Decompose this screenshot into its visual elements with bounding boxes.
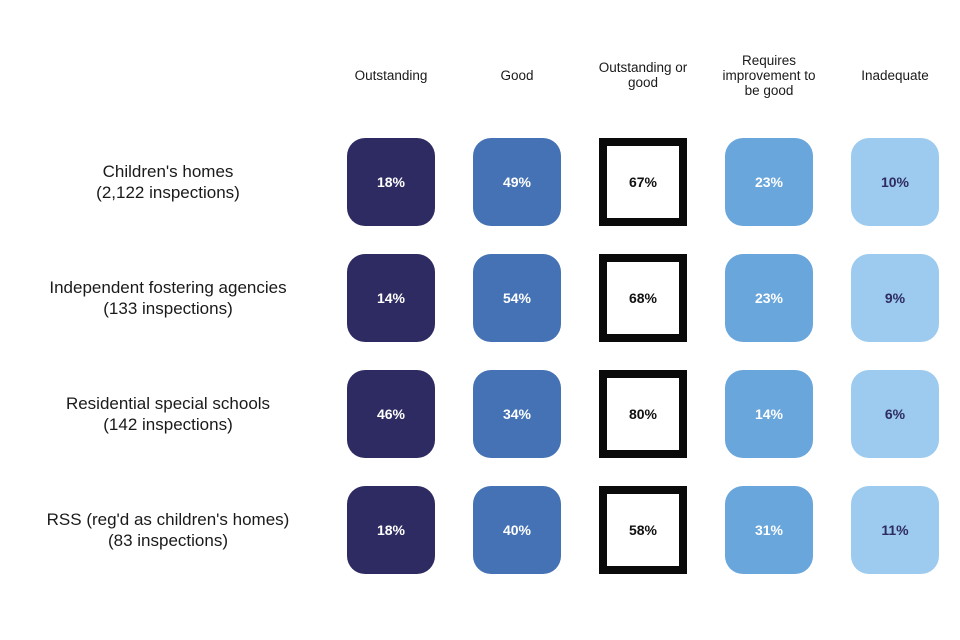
value-box-outstanding-or-good: 67% [599, 138, 687, 226]
row-label-residential-special-schools: Residential special schools (142 inspect… [8, 356, 328, 472]
table-row: 10% [832, 124, 958, 240]
value-box-requires-improvement: 23% [725, 254, 813, 342]
table-row: 40% [454, 472, 580, 588]
value-box-inadequate: 6% [851, 370, 939, 458]
column-header-label: Good [500, 67, 534, 83]
value-box-requires-improvement: 31% [725, 486, 813, 574]
value-box-good: 54% [473, 254, 561, 342]
value-box-outstanding: 18% [347, 486, 435, 574]
inspection-outcomes-chart: Outstanding Good Outstanding or good Req… [8, 12, 958, 588]
table-row: 23% [706, 124, 832, 240]
value-box-requires-improvement: 23% [725, 138, 813, 226]
value-box-inadequate: 9% [851, 254, 939, 342]
value-box-good: 49% [473, 138, 561, 226]
value-box-outstanding: 18% [347, 138, 435, 226]
value-box-outstanding: 46% [347, 370, 435, 458]
table-row: 9% [832, 240, 958, 356]
row-sublabel: (142 inspections) [103, 415, 233, 434]
value-box-good: 40% [473, 486, 561, 574]
value-box-outstanding-or-good: 58% [599, 486, 687, 574]
row-label-rss: RSS (reg'd as children's homes) (83 insp… [8, 472, 328, 588]
table-row: 18% [328, 124, 454, 240]
column-header-label: Inadequate [861, 67, 929, 83]
table-row: 31% [706, 472, 832, 588]
column-header-good: Good [454, 12, 580, 124]
value-box-inadequate: 10% [851, 138, 939, 226]
row-label: Children's homes [102, 162, 234, 181]
table-row: 14% [328, 240, 454, 356]
column-header-outstanding: Outstanding [328, 12, 454, 124]
row-label-childrens-homes: Children's homes (2,122 inspections) [8, 124, 328, 240]
table-row: 67% [580, 124, 706, 240]
table-row: 23% [706, 240, 832, 356]
table-row: 54% [454, 240, 580, 356]
column-header-inadequate: Inadequate [832, 12, 958, 124]
row-label: Independent fostering agencies [49, 278, 287, 297]
table-row: 49% [454, 124, 580, 240]
row-label: Residential special schools [65, 394, 271, 413]
column-header-label: Requires improvement to be good [722, 52, 816, 98]
table-row: 6% [832, 356, 958, 472]
header-spacer [8, 12, 328, 124]
table-row: 18% [328, 472, 454, 588]
table-row: 11% [832, 472, 958, 588]
column-header-label: Outstanding [354, 67, 428, 83]
table-row: 58% [580, 472, 706, 588]
value-box-good: 34% [473, 370, 561, 458]
table-row: 14% [706, 356, 832, 472]
table-row: 80% [580, 356, 706, 472]
row-label-independent-fostering-agencies: Independent fostering agencies (133 insp… [8, 240, 328, 356]
table-row: 34% [454, 356, 580, 472]
row-sublabel: (133 inspections) [103, 299, 233, 318]
value-box-outstanding: 14% [347, 254, 435, 342]
table-row: 46% [328, 356, 454, 472]
row-sublabel: (83 inspections) [107, 531, 228, 550]
table-row: 68% [580, 240, 706, 356]
value-box-inadequate: 11% [851, 486, 939, 574]
value-box-outstanding-or-good: 68% [599, 254, 687, 342]
row-sublabel: (2,122 inspections) [96, 183, 240, 202]
value-box-outstanding-or-good: 80% [599, 370, 687, 458]
column-header-requires-improvement: Requires improvement to be good [706, 12, 832, 124]
column-header-label: Outstanding or good [598, 60, 688, 90]
value-box-requires-improvement: 14% [725, 370, 813, 458]
column-header-outstanding-or-good: Outstanding or good [580, 12, 706, 124]
row-label: RSS (reg'd as children's homes) [46, 510, 290, 529]
